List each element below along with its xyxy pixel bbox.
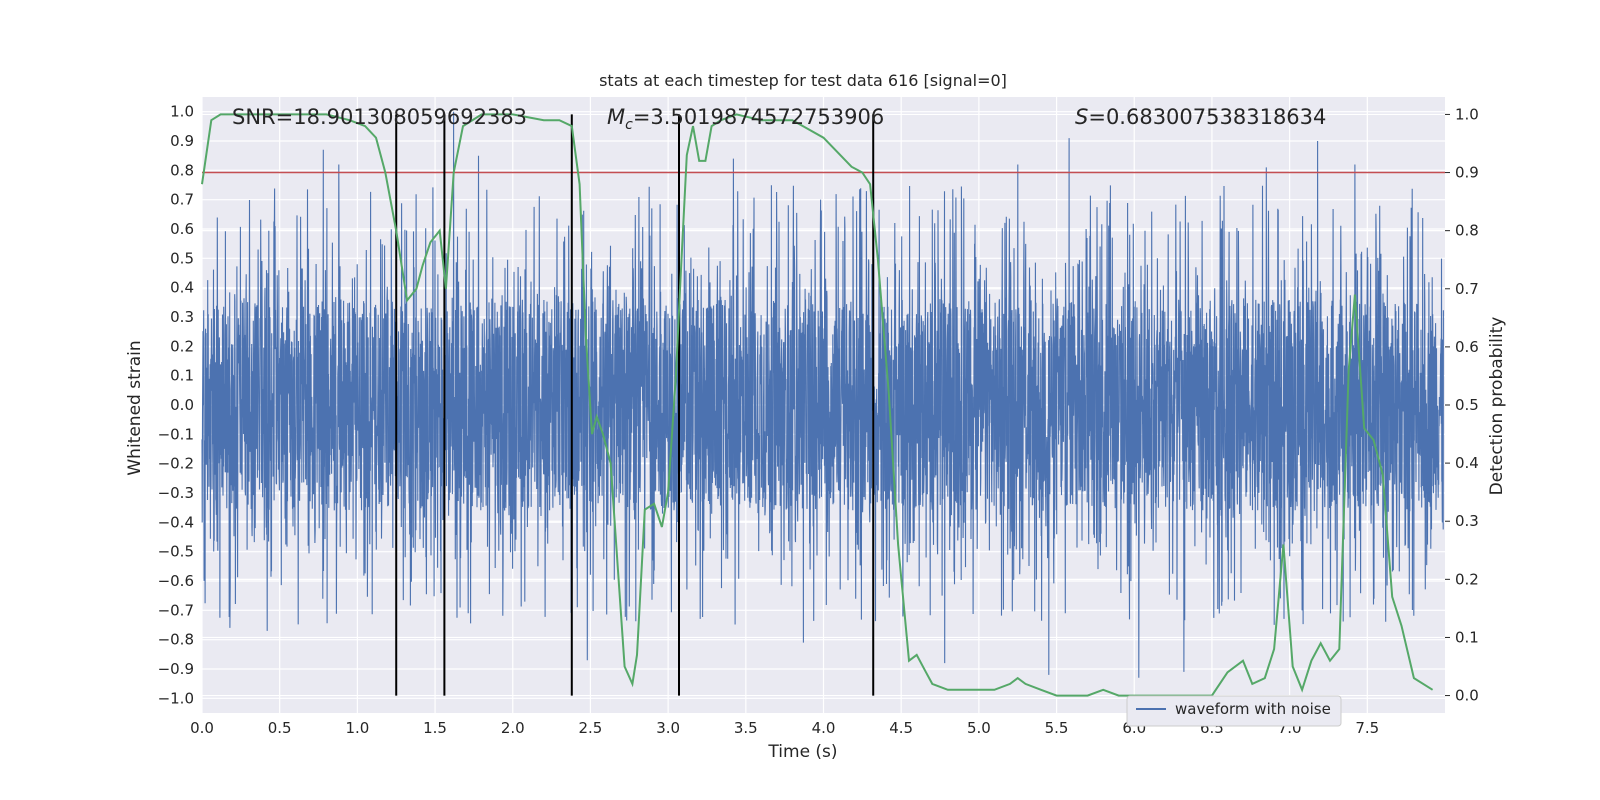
y2-tick-label: 0.0 <box>1455 687 1479 705</box>
y-tick-label: −0.8 <box>158 631 194 649</box>
y2-tick-label: 1.0 <box>1455 105 1479 123</box>
x-axis-label: Time (s) <box>767 742 837 762</box>
y2-tick-label: 0.3 <box>1455 512 1479 530</box>
legend: waveform with noise <box>1126 695 1342 727</box>
y-tick-label: −0.3 <box>158 484 194 502</box>
chirp-mass-annotation: Mc=3.5019874572753906 <box>607 105 884 133</box>
x-tick-label: 5.5 <box>1045 719 1069 737</box>
y-axis-ticks: 1.0 0.9 0.8 0.7 0.6 0.5 0.4 0.3 0.2 0.1 0.0 −0.1 −0.… <box>158 103 194 708</box>
y2-tick-label: 0.1 <box>1455 628 1479 646</box>
x-tick-label: 1.0 <box>345 719 369 737</box>
x-tick-label: 4.0 <box>812 719 836 737</box>
y2-tick-label: 0.7 <box>1455 280 1479 298</box>
x-tick-label: 2.5 <box>579 719 603 737</box>
s-symbol: S <box>1075 105 1088 129</box>
y-tick-label: −1.0 <box>158 689 194 707</box>
x-tick-label: 4.5 <box>889 719 913 737</box>
x-axis-ticks: 0.0 0.5 1.0 1.5 2.0 2.5 3.0 3.5 4.0 4.5 5.0 5.5 6.0 6… <box>190 719 1379 737</box>
y-tick-label: −0.7 <box>158 601 194 619</box>
y-tick-label: 0.5 <box>170 249 194 267</box>
x-tick-label: 1.5 <box>423 719 447 737</box>
chart-title: stats at each timestep for test data 616… <box>599 71 1007 90</box>
y-tick-label: 0.2 <box>170 337 194 355</box>
y-tick-label: −0.4 <box>158 513 194 531</box>
x-tick-label: 0.0 <box>190 719 214 737</box>
s-annotation: S=0.683007538318634 <box>1075 105 1326 129</box>
y-tick-label: 0.7 <box>170 191 194 209</box>
y-tick-label: −0.1 <box>158 425 194 443</box>
y2-tick-label: 0.9 <box>1455 164 1479 182</box>
y-tick-label: 0.9 <box>170 132 194 150</box>
x-tick-label: 3.0 <box>656 719 680 737</box>
y-tick-label: 0.4 <box>170 279 194 297</box>
overlay <box>201 113 1445 697</box>
waveform-trace <box>201 111 1444 678</box>
y2-tick-label: 0.6 <box>1455 338 1479 356</box>
y2-axis-ticks: 1.0 0.9 0.8 0.7 0.6 0.5 0.4 0.3 0.2 0.1 0.0 <box>1445 105 1479 705</box>
y-tick-label: −0.9 <box>158 660 194 678</box>
waveform-series <box>201 111 1444 678</box>
s-value: =0.683007538318634 <box>1088 105 1326 129</box>
y-tick-label: −0.6 <box>158 572 194 590</box>
chirp-mass-subscript: c <box>625 117 633 133</box>
y-tick-label: 1.0 <box>170 103 194 121</box>
y-tick-label: 0.8 <box>170 161 194 179</box>
x-tick-label: 7.5 <box>1355 719 1379 737</box>
legend-label-waveform: waveform with noise <box>1175 700 1331 718</box>
x-tick-label: 0.5 <box>268 719 292 737</box>
y2-tick-label: 0.2 <box>1455 570 1479 588</box>
y-axis-label: Whitened strain <box>125 340 145 475</box>
y-tick-label: 0.3 <box>170 308 194 326</box>
legend-box <box>1126 695 1342 727</box>
y2-tick-label: 0.5 <box>1455 396 1479 414</box>
y-tick-label: 0.0 <box>170 396 194 414</box>
x-tick-label: 5.0 <box>967 719 991 737</box>
chirp-mass-value: =3.5019874572753906 <box>633 105 884 129</box>
y-tick-label: 0.1 <box>170 367 194 385</box>
chirp-mass-symbol: M <box>607 105 625 129</box>
snr-annotation: SNR=18.901308059692383 <box>232 105 527 129</box>
y2-tick-label: 0.4 <box>1455 454 1479 472</box>
y2-tick-label: 0.8 <box>1455 222 1479 240</box>
y2-axis-label: Detection probability <box>1487 317 1507 496</box>
y-tick-label: −0.2 <box>158 455 194 473</box>
x-tick-label: 3.5 <box>734 719 758 737</box>
y-tick-label: 0.6 <box>170 220 194 238</box>
detection-probability-line <box>201 113 1434 697</box>
x-tick-label: 2.0 <box>501 719 525 737</box>
y-tick-label: −0.5 <box>158 543 194 561</box>
